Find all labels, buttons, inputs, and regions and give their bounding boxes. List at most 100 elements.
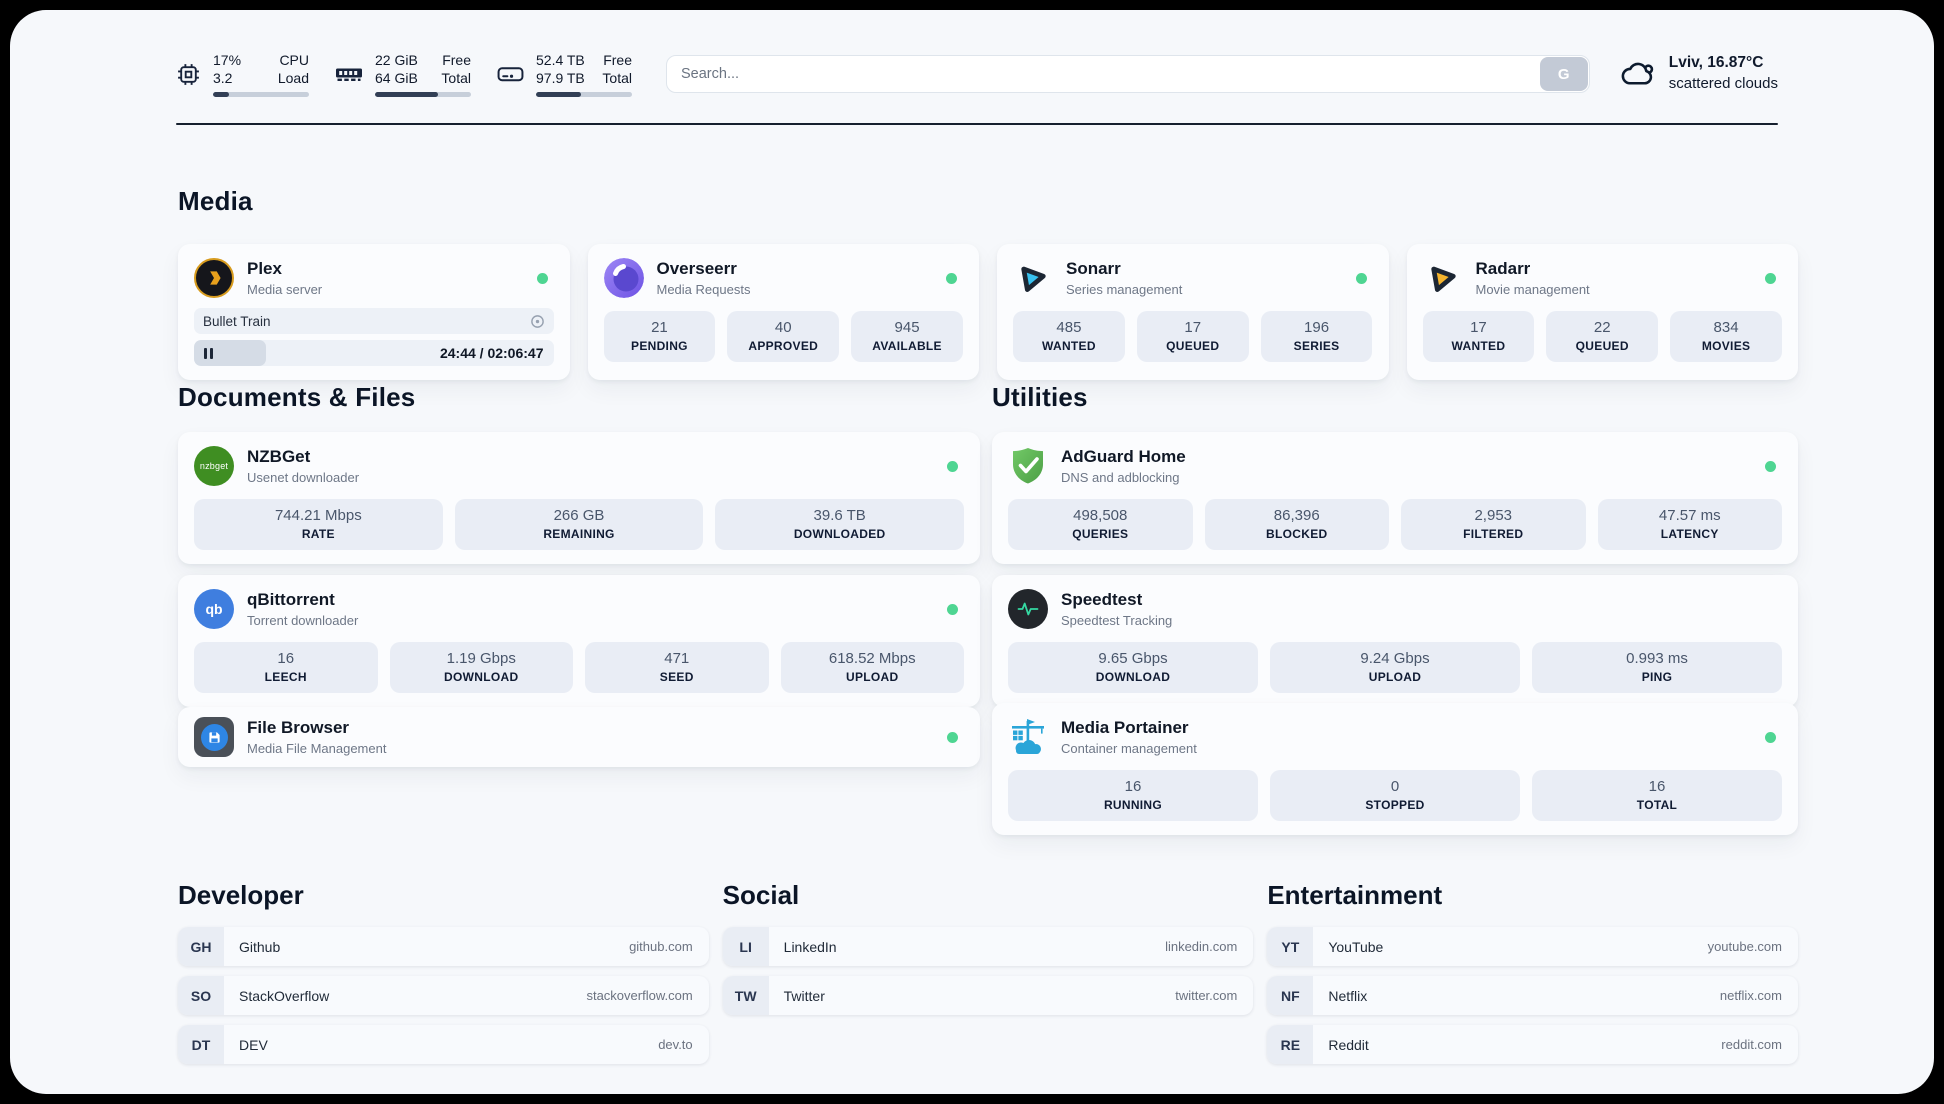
bookmark-netflix[interactable]: NF Netflix netflix.com [1267,976,1798,1015]
stat-pill: 17 WANTED [1422,311,1535,362]
overseerr-icon [603,258,644,298]
nzbget-icon: nzbget [194,446,234,486]
stat-pill: 834 MOVIES [1670,311,1782,362]
bookmark-abbr: SO [178,976,224,1015]
disk-stat: 52.4 TB 97.9 TB Free Total [497,51,632,98]
dashboard: 17% 3.2 CPU Load [10,10,1934,1094]
status-dot [1765,731,1776,743]
bookmark-abbr: RE [1267,1025,1314,1064]
stat-pill: 17 QUEUED [1136,311,1249,362]
bookmark-url: youtube.com [1707,939,1782,954]
stat-pill: 21 PENDING [603,311,716,362]
bookmark-abbr: DT [178,1025,224,1064]
disk-total: 97.9 TB [536,70,585,86]
stat-pill: 9.65 Gbps DOWNLOAD [1008,642,1258,693]
bookmark-name: Netflix [1328,987,1368,1004]
status-dot [1765,460,1776,472]
qbittorrent-icon: qb [194,589,234,629]
search-engine-button[interactable]: G [1539,57,1588,91]
playback-progress-bar[interactable]: 24:44 / 02:06:47 [194,340,554,366]
bookmark-url: dev.to [658,1037,693,1052]
app-card-overseerr[interactable]: Overseerr Media Requests 21 PENDING 40 APP… [587,244,979,380]
hard-drive-icon [497,67,524,82]
portainer-icon [1012,719,1044,754]
stat-pill: 0 STOPPED [1270,770,1520,821]
status-dot [947,603,958,615]
section-title-entertainment: Entertainment [1267,880,1443,910]
app-card-nzbget[interactable]: nzbget NZBGet Usenet downloader 744.21 M… [178,432,980,564]
bookmark-column-entertainment: Entertainment YT YouTube youtube.com NF … [1267,880,1798,1064]
app-card-qbittorrent[interactable]: qb qBittorrent Torrent downloader 16 LEEC… [178,575,980,707]
stat-pill: 945 AVAILABLE [851,311,963,362]
stat-pill: 16 TOTAL [1532,770,1782,821]
bookmark-name: LinkedIn [783,938,837,955]
bookmark-stackoverflow[interactable]: SO StackOverflow stackoverflow.com [178,976,709,1015]
status-dot [1765,272,1776,284]
stat-pill: 9.24 Gbps UPLOAD [1270,642,1520,693]
disk-free: 52.4 TB [536,51,585,68]
bookmark-linkedin[interactable]: LI LinkedIn linkedin.com [722,927,1254,966]
weather-location: Lviv, 16.87°C [1668,54,1764,72]
cpu-icon [178,63,199,85]
bookmark-url: github.com [629,939,693,954]
pause-icon[interactable] [204,347,213,359]
now-playing-row[interactable]: Bullet Train [194,308,554,334]
app-card-filebrowser[interactable]: File Browser Media File Management [178,707,980,767]
bookmark-url: reddit.com [1721,1037,1782,1052]
adguard-icon [1013,448,1043,484]
app-desc: Movie management [1475,282,1590,297]
stat-pill: 2,953 FILTERED [1401,499,1586,550]
app-card-sonarr[interactable]: Sonarr Series management 485 WANTED 17 QUE… [997,244,1389,380]
app-card-plex[interactable]: Plex Media server Bullet Train 24:44 / 0… [178,244,570,380]
memory-total-label: Total [441,70,471,86]
bookmark-youtube[interactable]: YT YouTube youtube.com [1267,927,1798,966]
status-dot [947,460,958,472]
bookmark-url: linkedin.com [1165,939,1238,954]
filebrowser-icon [194,717,234,757]
stat-pill: 16 RUNNING [1008,770,1258,821]
memory-free: 22 GiB [375,51,418,68]
status-dot [536,272,548,284]
playback-time: 24:44 / 02:06:47 [439,345,544,361]
bookmark-url: twitter.com [1175,988,1238,1003]
app-name: Overseerr [656,259,737,278]
app-card-speedtest[interactable]: Speedtest Speedtest Tracking 9.65 Gbps DO… [992,575,1798,707]
sonarr-icon [1013,258,1053,298]
bookmark-twitter[interactable]: TW Twitter twitter.com [722,976,1254,1015]
app-card-portainer[interactable]: Media Portainer Container management 16 R… [992,703,1798,835]
app-name: Sonarr [1066,259,1121,278]
plex-icon [194,258,234,298]
cpu-load-label: Load [277,70,309,86]
app-desc: Usenet downloader [247,470,360,485]
search-input[interactable] [666,55,1590,93]
stat-pill: 471 SEED [585,642,769,693]
status-dot [1355,272,1367,284]
session-icon[interactable] [530,314,545,329]
app-desc: Media server [247,282,323,297]
bookmark-name: DEV [239,1036,268,1053]
app-name: qBittorrent [247,590,335,609]
stat-pill: 16 LEECH [194,642,378,693]
section-title-social: Social [722,880,800,910]
bookmark-name: Reddit [1328,1036,1369,1053]
stat-pill: 618.52 Mbps UPLOAD [780,642,964,693]
bookmark-reddit[interactable]: RE Reddit reddit.com [1267,1025,1798,1064]
status-dot [946,272,957,284]
bookmark-abbr: NF [1267,976,1314,1015]
now-playing-title: Bullet Train [203,313,271,329]
app-name: Media Portainer [1061,718,1189,737]
cpu-stat: 17% 3.2 CPU Load [176,51,309,98]
media-apps-row: Plex Media server Bullet Train 24:44 / 0… [178,244,1798,380]
cpu-load: 3.2 [213,70,233,86]
app-card-radarr[interactable]: Radarr Movie management 17 WANTED 22 QUEUE… [1406,244,1798,380]
stat-pill: 39.6 TB DOWNLOADED [715,499,965,550]
status-dot [947,731,958,743]
bookmark-sections: Developer GH Github github.com SO StackO… [178,880,1798,1064]
bookmark-abbr: TW [722,976,769,1015]
disk-free-label: Free [603,51,632,68]
app-card-adguard[interactable]: AdGuard Home DNS and adblocking 498,508 Q… [992,432,1798,564]
bookmark-dev[interactable]: DT DEV dev.to [178,1025,709,1064]
app-desc: Speedtest Tracking [1061,613,1173,628]
memory-total: 64 GiB [375,70,418,86]
bookmark-github[interactable]: GH Github github.com [178,927,709,966]
